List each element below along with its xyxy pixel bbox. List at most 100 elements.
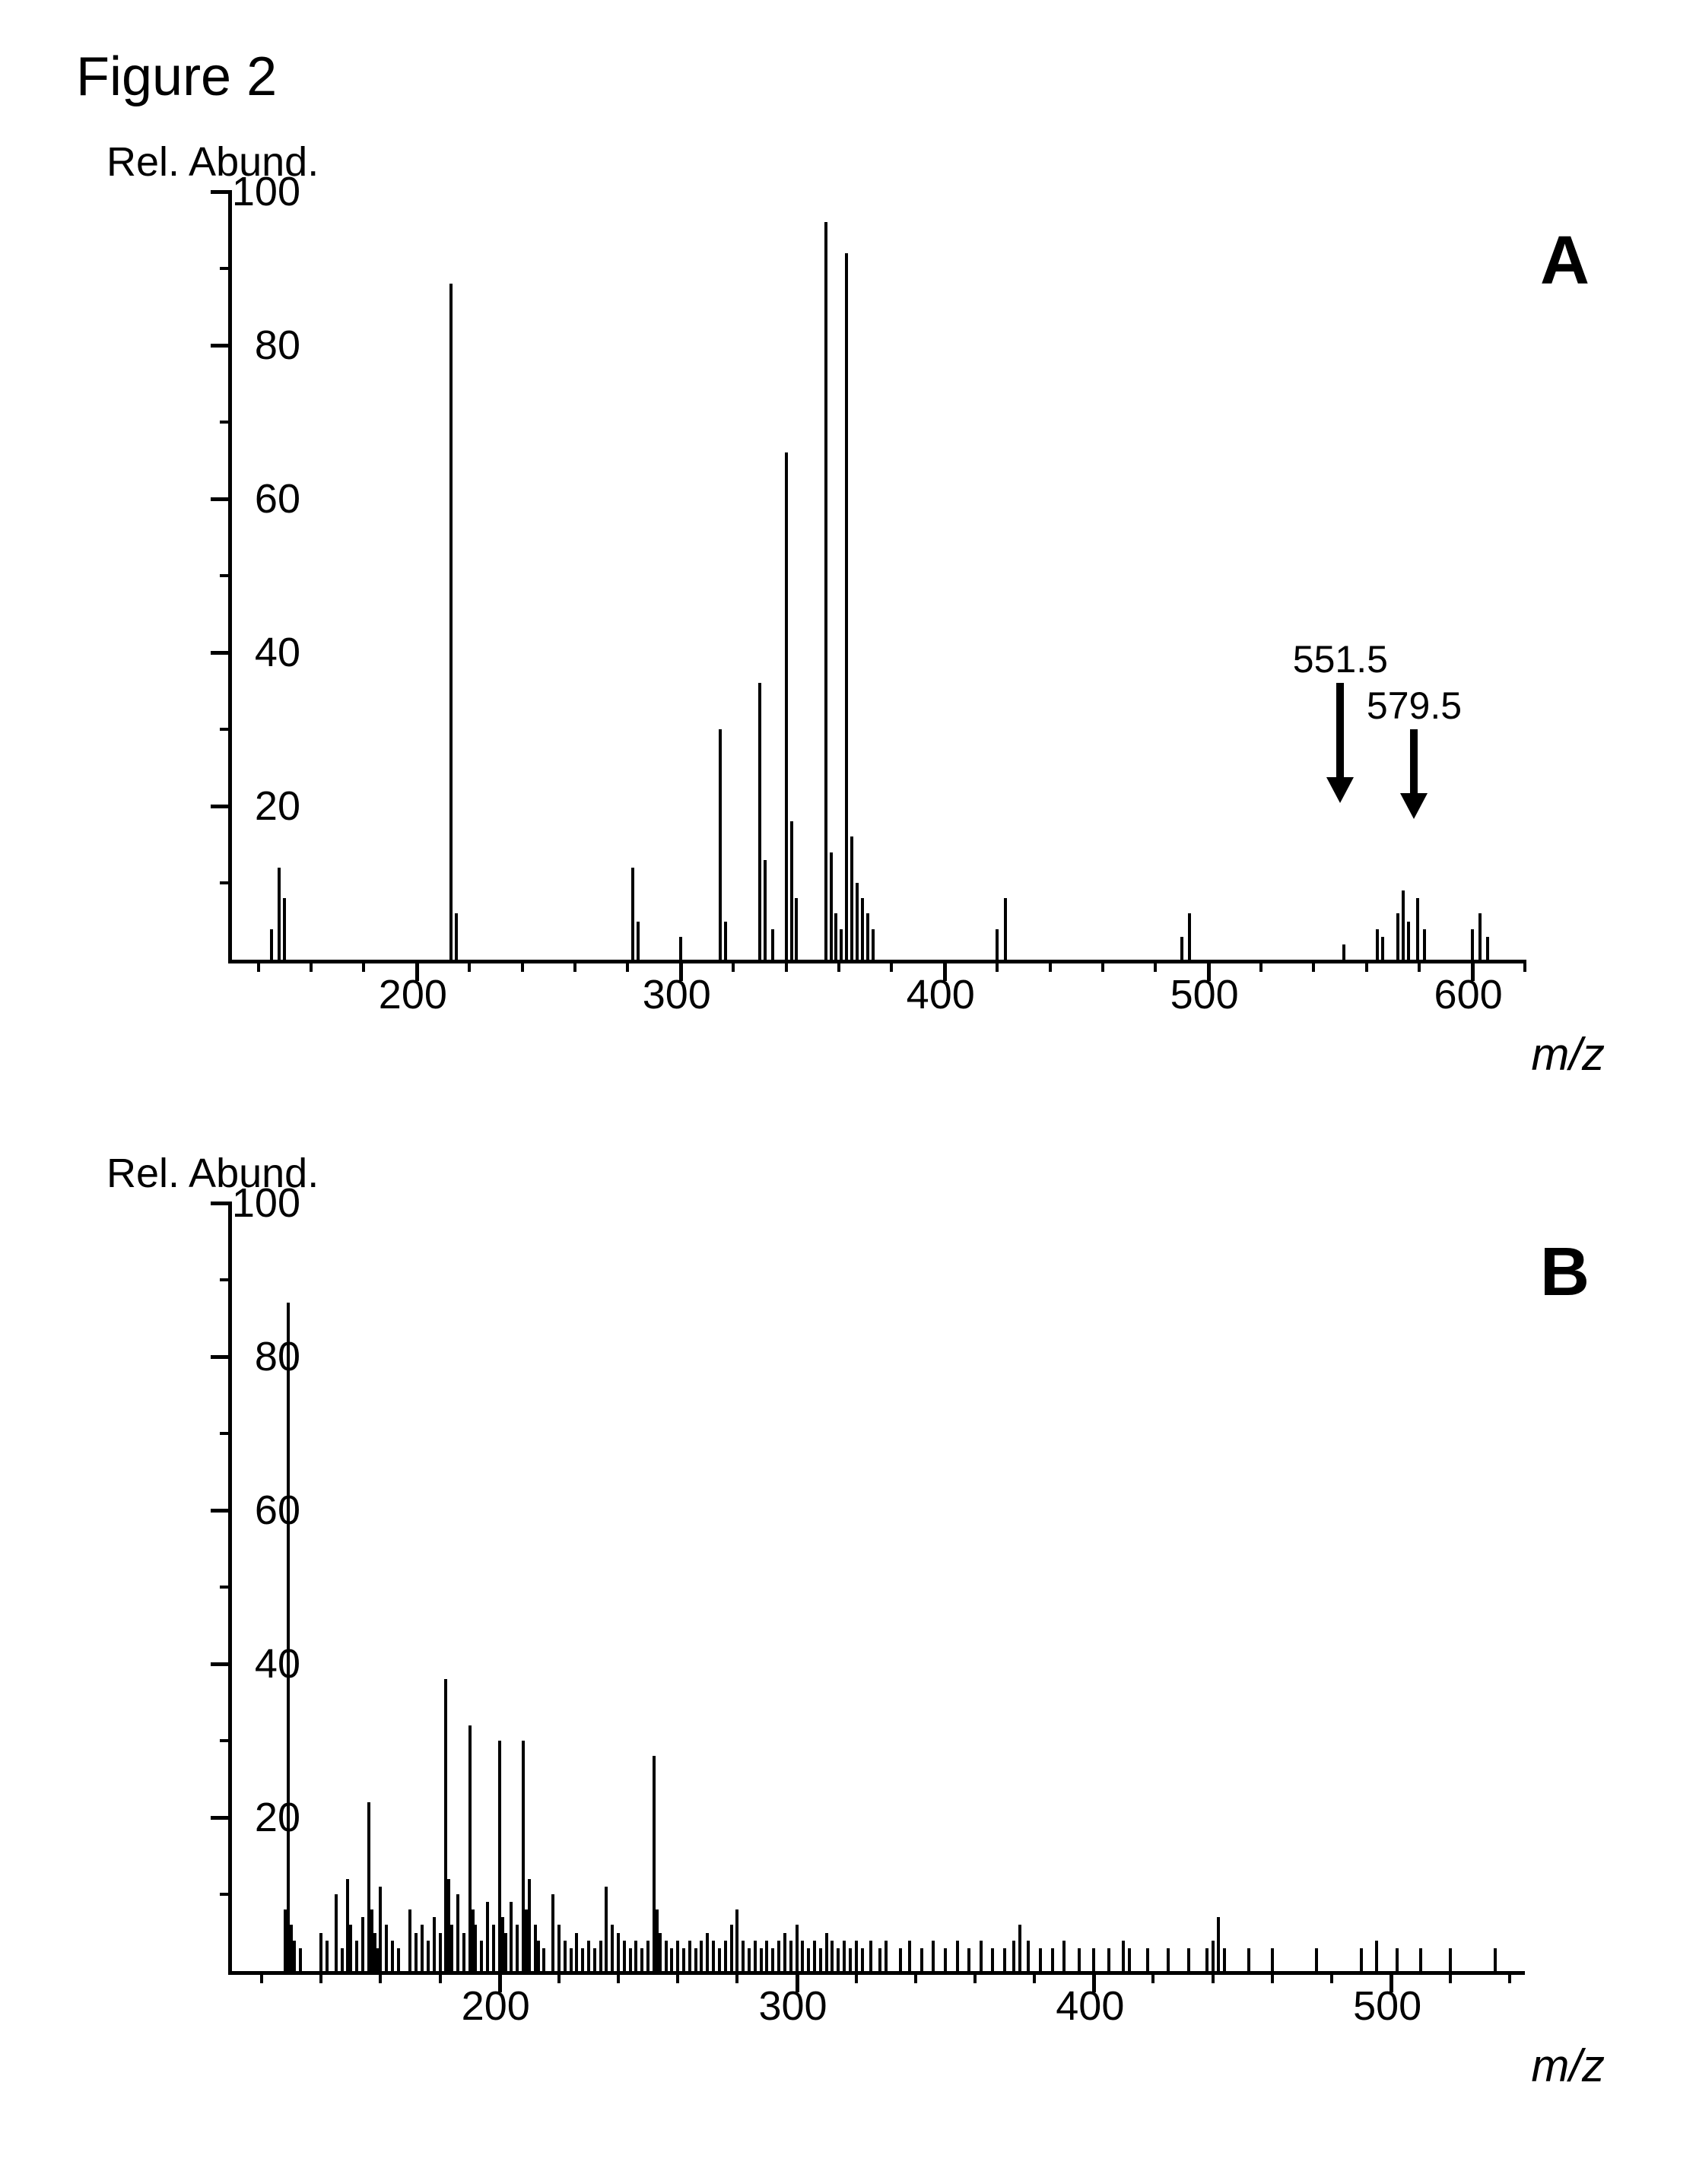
spectrum-peak [349,1925,352,1971]
spectrum-peak [1419,1948,1422,1971]
spectrum-peak [486,1902,489,1971]
y-tick-label: 80 [148,322,300,369]
spectrum-peak [355,1941,358,1971]
y-minor-tick [220,881,232,884]
spectrum-peak [796,1925,799,1971]
spectrum-peak [1416,898,1419,960]
spectrum-peak [785,452,788,960]
panel-a: Rel. Abund. A m/z 2040608010020030040050… [61,138,1620,1089]
spectrum-peak [637,922,640,960]
x-minor-tick [1312,960,1315,972]
x-minor-tick [735,1971,738,1983]
spectrum-peak [1027,1941,1030,1971]
x-tick-label: 200 [420,1982,572,2030]
spectrum-peak [414,1933,418,1972]
y-tick-label: 60 [148,475,300,522]
spectrum-peak [866,913,869,960]
spectrum-peak [379,1887,382,1971]
spectrum-peak [629,1948,632,1971]
spectrum-peak [1051,1948,1054,1971]
spectrum-peak [688,1941,691,1971]
x-minor-tick [439,1971,442,1983]
spectrum-peak [1223,1948,1226,1971]
spectrum-peak [611,1925,614,1971]
spectrum-peak [640,1948,643,1971]
spectrum-peak [421,1925,424,1971]
spectrum-peak [1187,1948,1190,1971]
spectrum-peak [1449,1948,1452,1971]
spectrum-peak [361,1917,364,1971]
x-minor-tick [676,1971,679,1983]
x-minor-tick [379,1971,382,1983]
spectrum-peak [670,1948,673,1971]
spectrum-peak [270,929,273,960]
y-tick-label: 20 [148,782,300,830]
spectrum-peak [754,1941,757,1971]
spectrum-peak [719,729,722,960]
spectrum-peak [319,1933,322,1972]
spectrum-peak [542,1948,545,1971]
spectrum-peak [1107,1948,1110,1971]
y-minor-tick [220,267,232,270]
peak-annotation-label: 579.5 [1367,684,1462,728]
spectrum-peak [758,683,761,960]
spectrum-peak [1315,1948,1318,1971]
arrow-icon [1317,683,1363,805]
spectrum-peak [845,253,848,960]
spectrum-peak [1180,937,1183,960]
spectrum-peak [617,1933,620,1972]
x-minor-tick [1212,1971,1215,1983]
x-tick-label: 400 [1014,1982,1166,2030]
spectrum-peak [646,1941,649,1971]
spectrum-peak [293,1941,296,1971]
spectrum-peak [474,1925,477,1971]
x-axis-title-a: m/z [1531,1028,1605,1081]
spectrum-peak [564,1941,567,1971]
x-minor-tick [362,960,365,972]
plot-area-b [228,1203,1525,1975]
spectrum-peak [843,1941,846,1971]
spectrum-peak [283,898,286,960]
spectrum-peak [551,1894,554,1971]
spectrum-peak [1478,913,1482,960]
panel-b: Rel. Abund. B m/z 2040608010020030040050… [61,1150,1620,2100]
spectrum-peak [1062,1941,1066,1971]
x-minor-tick [557,1971,561,1983]
spectrum-peak [1407,922,1410,960]
spectrum-peak [748,1948,751,1971]
spectrum-peak [724,922,727,960]
spectrum-peak [1212,1941,1215,1971]
spectrum-peak [587,1941,590,1971]
spectrum-peak [1360,1948,1363,1971]
spectrum-peak [537,1941,540,1971]
x-tick-label: 200 [337,971,489,1018]
spectrum-peak [1167,1948,1170,1971]
spectrum-peak [908,1941,911,1971]
spectrum-peak [599,1941,602,1971]
spectrum-peak [718,1948,721,1971]
x-minor-tick [1033,1971,1036,1983]
spectrum-peak [659,1933,662,1972]
spectrum-peak [932,1941,935,1971]
spectrum-peak [278,868,281,960]
x-minor-tick [573,960,576,972]
spectrum-peak [326,1941,329,1971]
x-minor-tick [310,960,313,972]
spectrum-peak [1271,1948,1274,1971]
spectrum-peak [1247,1948,1250,1971]
x-minor-tick [1418,960,1421,972]
spectrum-peak [825,1933,828,1972]
spectrum-peak [764,860,767,960]
spectrum-peak [455,913,458,960]
spectrum-peak [1486,937,1489,960]
x-minor-tick [626,960,629,972]
spectrum-peak [872,929,875,960]
spectrum-peak [777,1941,780,1971]
spectrum-peak [1375,1941,1378,1971]
spectrum-peak [593,1948,596,1971]
y-tick-label: 80 [148,1333,300,1380]
spectrum-peak [1128,1948,1131,1971]
spectrum-peak [433,1917,436,1971]
spectrum-peak [1381,937,1384,960]
x-minor-tick [260,1971,263,1983]
